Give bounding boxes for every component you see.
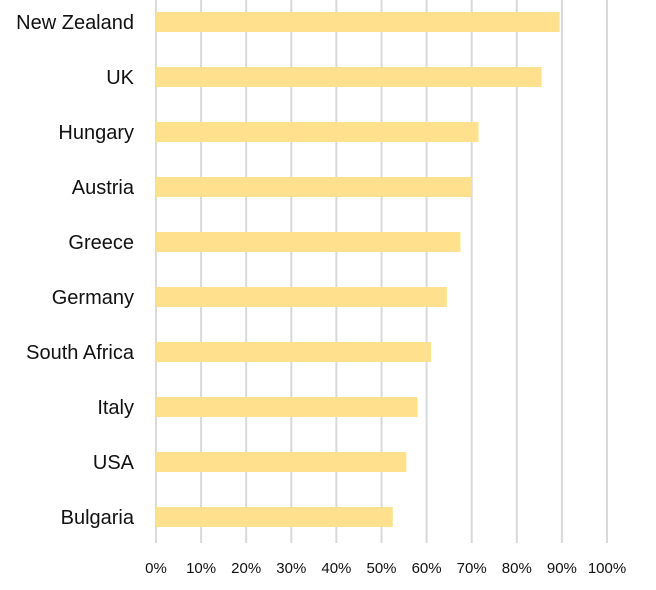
bars (156, 12, 560, 527)
x-tick-label: 90% (547, 560, 577, 577)
x-tick-label: 0% (145, 560, 167, 577)
bar (156, 232, 461, 252)
bar (156, 507, 393, 527)
category-label: South Africa (26, 342, 135, 364)
bar (156, 452, 407, 472)
x-axis-tick-labels: 0% 10% 20% 30% 40% 50% 60% 70% 80% 90% 100% (145, 560, 626, 577)
category-labels: New Zealand UK Hungary Austria Greece Germany… (16, 12, 135, 529)
category-label: Hungary (58, 122, 134, 144)
bar (156, 67, 542, 87)
category-label: Greece (68, 232, 134, 254)
x-tick-label: 30% (276, 560, 306, 577)
category-label: UK (106, 67, 134, 89)
category-label: USA (93, 452, 135, 474)
bar (156, 177, 472, 197)
bar (156, 397, 418, 417)
x-tick-label: 20% (231, 560, 261, 577)
bar (156, 287, 447, 307)
category-label: New Zealand (16, 12, 134, 34)
gridlines (155, 0, 608, 543)
x-tick-label: 80% (502, 560, 532, 577)
x-tick-label: 100% (588, 560, 626, 577)
category-label: Italy (97, 397, 134, 419)
category-label: Germany (52, 287, 134, 309)
category-label: Austria (72, 177, 135, 199)
x-tick-label: 40% (321, 560, 351, 577)
x-tick-label: 70% (457, 560, 487, 577)
bar (156, 342, 432, 362)
x-tick-label: 60% (412, 560, 442, 577)
x-tick-label: 50% (366, 560, 396, 577)
bar (156, 122, 479, 142)
category-label: Bulgaria (61, 507, 135, 529)
bar (156, 12, 560, 32)
x-tick-label: 10% (186, 560, 216, 577)
